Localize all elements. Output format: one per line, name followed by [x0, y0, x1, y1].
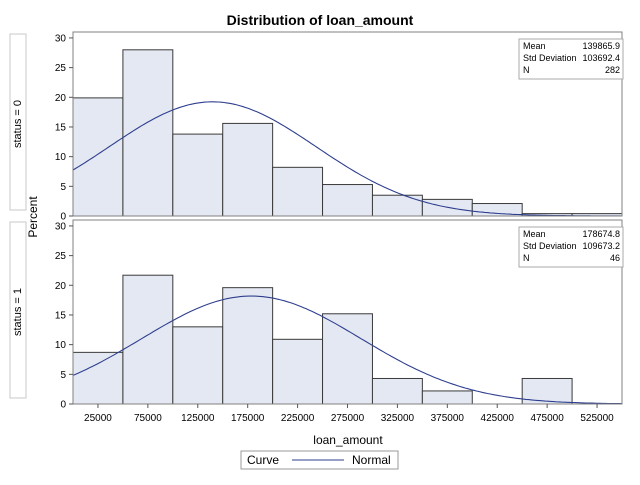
y-tick-label: 15 — [55, 122, 67, 133]
x-tick-label: 175000 — [231, 413, 265, 424]
legend-title: Curve — [247, 453, 279, 467]
stat-value: 46 — [610, 253, 620, 263]
y-tick-label: 30 — [55, 221, 67, 232]
x-tick-label: 325000 — [381, 413, 415, 424]
bar — [322, 313, 373, 405]
legend: Curve Normal — [240, 450, 399, 470]
stat-value: 109673.2 — [582, 241, 620, 251]
stat-value: 282 — [605, 65, 620, 75]
y-tick-label: 10 — [55, 340, 67, 351]
bar — [72, 97, 124, 217]
y-tick-label: 10 — [55, 152, 67, 163]
plot-frame — [72, 31, 623, 217]
x-tick-label: 475000 — [530, 413, 564, 424]
stat-value: 139865.9 — [582, 41, 620, 51]
chart-title: Distribution of loan_amount — [227, 12, 414, 28]
row-header-label: status = 0 — [12, 100, 24, 148]
stat-value: 103692.4 — [582, 53, 620, 63]
y-axis-label: Percent — [26, 196, 40, 238]
x-axis: 25000 75000 125000 175000 225000 275000 325000… — [84, 404, 614, 424]
y-tick-label: 0 — [60, 212, 66, 223]
panels: status = 0 0 5 10 15 20 25 30 Mean 139865.9 Std De… — [9, 31, 624, 424]
y-tick-label: 5 — [60, 370, 66, 381]
bar — [172, 326, 224, 405]
bar — [222, 122, 274, 217]
x-tick-label: 75000 — [134, 413, 162, 424]
panel-0: status = 0 0 5 10 15 20 25 30 Mean 139865.9 Std De… — [9, 31, 624, 223]
normal-curve — [72, 295, 623, 405]
stat-label: N — [523, 65, 530, 75]
x-tick-label: 25000 — [84, 413, 112, 424]
x-tick-label: 525000 — [580, 413, 614, 424]
x-tick-label: 275000 — [331, 413, 365, 424]
y-tick-label: 20 — [55, 281, 67, 292]
panel-1: status = 1 0 5 10 15 20 25 30 Mean 178674.8 Std De… — [9, 219, 624, 411]
stat-label: Mean — [523, 41, 546, 51]
bar — [322, 184, 373, 217]
stat-label: Std Deviation — [523, 53, 577, 63]
y-tick-label: 15 — [55, 310, 67, 321]
bar — [371, 194, 423, 217]
stats-box — [518, 38, 624, 80]
y-tick-label: 25 — [55, 63, 67, 74]
stats-box — [518, 226, 624, 268]
y-tick-label: 25 — [55, 251, 67, 262]
x-tick-label: 225000 — [281, 413, 315, 424]
x-tick-label: 375000 — [431, 413, 465, 424]
bar — [272, 338, 324, 405]
bar — [172, 133, 224, 217]
x-tick-label: 425000 — [481, 413, 515, 424]
bar — [421, 390, 473, 405]
stat-label: Std Deviation — [523, 241, 577, 251]
row-header-box — [9, 221, 27, 399]
row-header-label: status = 1 — [12, 288, 24, 336]
legend-entry-normal: Normal — [352, 453, 391, 467]
bar — [371, 377, 423, 405]
y-tick-label: 20 — [55, 93, 67, 104]
x-axis-label: loan_amount — [313, 433, 383, 447]
y-tick-label: 5 — [60, 182, 66, 193]
row-header-box — [9, 33, 27, 211]
stat-label: N — [523, 253, 530, 263]
y-tick-label: 30 — [55, 33, 67, 44]
stat-value: 178674.8 — [582, 229, 620, 239]
y-tick-label: 0 — [60, 400, 66, 411]
normal-curve — [72, 101, 623, 217]
bar — [272, 166, 324, 217]
bar — [222, 287, 274, 405]
bar — [122, 274, 174, 405]
bar — [122, 49, 174, 217]
bar — [72, 351, 124, 405]
x-tick-label: 125000 — [181, 413, 215, 424]
stat-label: Mean — [523, 229, 546, 239]
